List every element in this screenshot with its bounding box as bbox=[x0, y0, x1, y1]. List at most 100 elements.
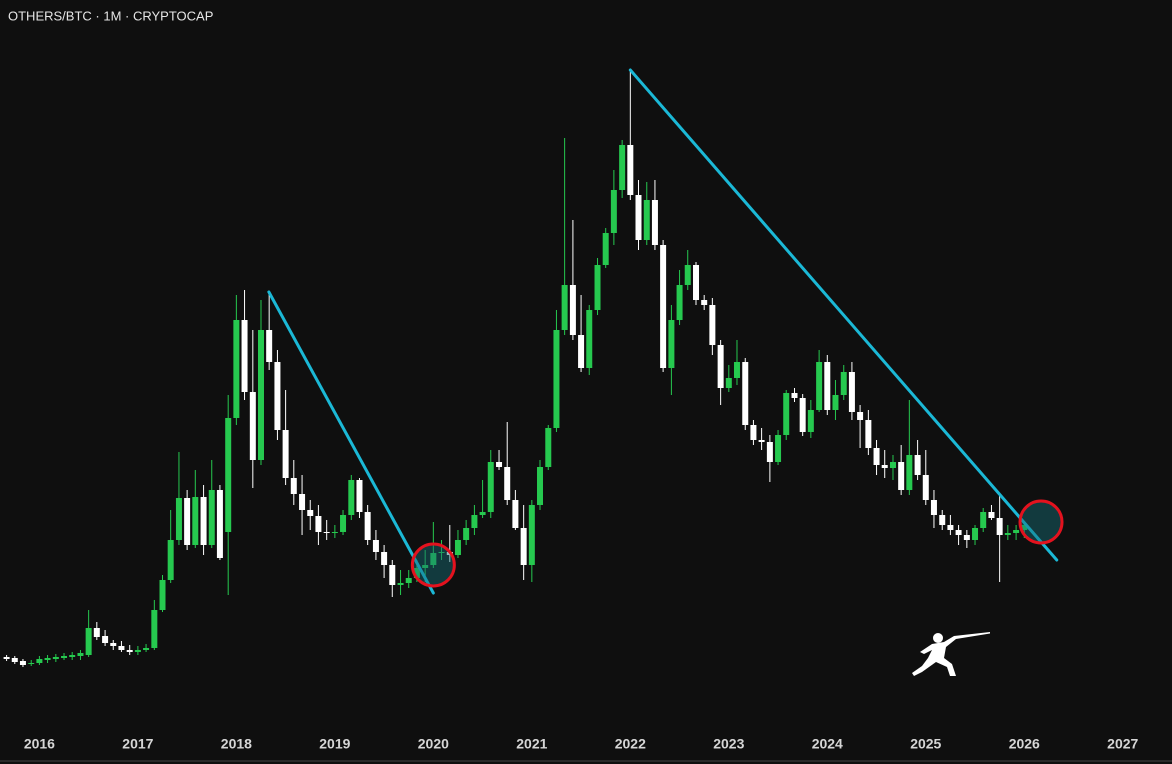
candle-body bbox=[955, 530, 962, 535]
candle-body bbox=[824, 362, 831, 410]
x-tick-label: 2024 bbox=[812, 736, 843, 752]
candle-body bbox=[848, 372, 855, 412]
candle-body bbox=[200, 497, 207, 545]
candle-body bbox=[594, 265, 601, 310]
candle-body bbox=[381, 552, 388, 565]
candle-body bbox=[578, 335, 585, 368]
candle-body bbox=[561, 285, 568, 330]
candle-body bbox=[898, 462, 905, 490]
candle-body bbox=[857, 412, 864, 420]
candle-body bbox=[750, 425, 757, 440]
candle-body bbox=[742, 362, 749, 425]
candle-body bbox=[233, 320, 240, 418]
candle-body bbox=[914, 455, 921, 475]
candle-body bbox=[865, 420, 872, 448]
candle-body bbox=[340, 515, 347, 532]
x-tick-label: 2027 bbox=[1107, 736, 1138, 752]
candle-body bbox=[364, 512, 371, 540]
candle-body bbox=[422, 565, 429, 568]
x-tick-label: 2018 bbox=[221, 736, 252, 752]
candle-body bbox=[709, 305, 716, 345]
candle-body bbox=[225, 418, 232, 532]
candle-body bbox=[906, 455, 913, 490]
candle-body bbox=[627, 145, 634, 195]
candle-body bbox=[249, 392, 256, 460]
candle-body bbox=[545, 428, 552, 467]
candle-body bbox=[930, 500, 937, 515]
highlight-circle bbox=[410, 542, 456, 588]
candle-body bbox=[463, 528, 470, 540]
candle-body bbox=[19, 661, 26, 665]
candle-body bbox=[151, 610, 158, 648]
candle-body bbox=[725, 378, 732, 388]
candle-body bbox=[257, 330, 264, 460]
candle-body bbox=[397, 583, 404, 585]
candle-body bbox=[996, 518, 1003, 535]
candle-body bbox=[110, 643, 117, 646]
candle-body bbox=[307, 510, 314, 516]
x-tick-label: 2016 bbox=[24, 736, 55, 752]
candle-body bbox=[537, 467, 544, 505]
candle-body bbox=[323, 532, 330, 533]
candle-body bbox=[799, 398, 806, 432]
candle-body bbox=[840, 372, 847, 395]
candle-body bbox=[619, 145, 626, 190]
candle-body bbox=[216, 490, 223, 558]
candle-body bbox=[496, 462, 503, 467]
candle-body bbox=[717, 345, 724, 388]
candle-body bbox=[405, 578, 412, 583]
candle-body bbox=[143, 648, 150, 650]
candle-body bbox=[758, 440, 765, 442]
candle-body bbox=[922, 475, 929, 500]
candle-body bbox=[389, 565, 396, 585]
candle-body bbox=[693, 265, 700, 300]
candle-body bbox=[528, 505, 535, 565]
candle-body bbox=[733, 362, 740, 378]
candle-body bbox=[660, 245, 667, 368]
candle-body bbox=[61, 656, 68, 658]
candle-body bbox=[791, 393, 798, 398]
candle-body bbox=[159, 580, 166, 610]
candle-body bbox=[1013, 530, 1020, 533]
candle-body bbox=[348, 480, 355, 515]
candle-body bbox=[208, 490, 215, 545]
candle-body bbox=[963, 535, 970, 540]
candle-body bbox=[1004, 533, 1011, 535]
candle-body bbox=[167, 540, 174, 580]
candle-body bbox=[873, 448, 880, 465]
candle-body bbox=[807, 410, 814, 432]
candle-body bbox=[939, 515, 946, 525]
candle-body bbox=[241, 320, 248, 392]
candle-body bbox=[266, 330, 273, 362]
candle-body bbox=[290, 478, 297, 494]
candle-body bbox=[299, 494, 306, 510]
candle-body bbox=[69, 655, 76, 657]
trend-line bbox=[628, 68, 1059, 562]
candle-body bbox=[701, 300, 708, 305]
candle-body bbox=[766, 442, 773, 462]
candle-body bbox=[972, 528, 979, 540]
candle-body bbox=[947, 525, 954, 530]
candle-body bbox=[77, 653, 84, 656]
candle-body bbox=[553, 330, 560, 428]
candle-body bbox=[684, 265, 691, 285]
candle-body bbox=[126, 650, 133, 652]
x-tick-label: 2019 bbox=[319, 736, 350, 752]
candle-body bbox=[816, 362, 823, 410]
candle-body bbox=[676, 285, 683, 320]
candle-body bbox=[274, 362, 281, 430]
candle-body bbox=[988, 512, 995, 518]
x-tick-label: 2022 bbox=[615, 736, 646, 752]
candle-body bbox=[832, 395, 839, 410]
x-tick-label: 2021 bbox=[516, 736, 547, 752]
chart-title: OTHERS/BTC · 1M · CRYPTOCAP bbox=[8, 8, 213, 23]
candle-body bbox=[602, 233, 609, 265]
candle-body bbox=[85, 628, 92, 655]
candle-body bbox=[668, 320, 675, 368]
x-tick-label: 2025 bbox=[910, 736, 941, 752]
candle-body bbox=[881, 465, 888, 468]
candle-body bbox=[1021, 525, 1028, 530]
